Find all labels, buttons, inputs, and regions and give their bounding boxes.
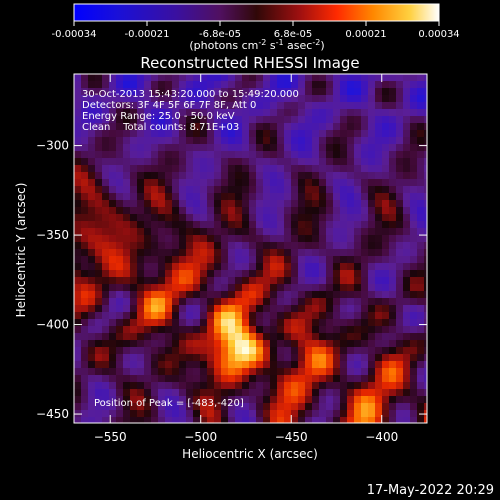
colorbar: -0.00034 -0.00021 -6.8e-05 6.8e-05 0.00021 0.… (52, 3, 460, 52)
x-axis: −550 −500 −450 −400 (94, 74, 398, 444)
colorbar-gradient (73, 3, 440, 22)
y-tick-label: −300 (36, 139, 69, 153)
annotation-detectors: Detectors: 3F 4F 5F 6F 7F 8F, Att 0 (82, 100, 256, 111)
y-axis: −300 −350 −400 −450 (36, 139, 427, 421)
y-tick-label: −350 (36, 228, 69, 242)
y-axis-label: Heliocentric Y (arcsec) (14, 183, 28, 318)
annotation-block: 30-Oct-2013 15:43:20.000 to 15:49:20.000… (82, 89, 299, 133)
y-tick-label: −400 (36, 318, 69, 332)
plot-frame (73, 73, 428, 424)
chart-title: Reconstructed RHESSI Image (140, 54, 359, 72)
annotation-time-range: 30-Oct-2013 15:43:20.000 to 15:49:20.000 (82, 89, 299, 100)
heatmap-image (74, 74, 427, 423)
peak-position-label: Position of Peak = [-483,-420] (94, 398, 244, 409)
x-tick-label: −400 (365, 430, 398, 444)
annotation-clean-counts: Clean Total counts: 8.71E+03 (82, 122, 239, 133)
colorbar-tick-label: 6.8e-05 (274, 29, 312, 40)
colorbar-tick-label: 0.00021 (345, 29, 386, 40)
colorbar-tick-label: -0.00021 (125, 29, 170, 40)
plot-timestamp: 17-May-2022 20:29 (367, 483, 494, 498)
colorbar-tick-label: 0.00034 (418, 29, 459, 40)
annotation-energy-range: Energy Range: 25.0 - 50.0 keV (82, 111, 235, 122)
x-tick-label: −500 (184, 430, 217, 444)
y-tick-label: −450 (36, 407, 69, 421)
colorbar-unit-label: (photons cm-2 s-1 asec-2) (189, 38, 324, 52)
colorbar-tick-label: -6.8e-05 (199, 29, 241, 40)
colorbar-ticks: -0.00034 -0.00021 -6.8e-05 6.8e-05 0.00021 0.… (52, 21, 460, 40)
colorbar-tick-label: -0.00034 (52, 29, 97, 40)
x-axis-label: Heliocentric X (arcsec) (182, 447, 318, 461)
x-tick-label: −550 (94, 430, 127, 444)
x-tick-label: −450 (275, 430, 308, 444)
